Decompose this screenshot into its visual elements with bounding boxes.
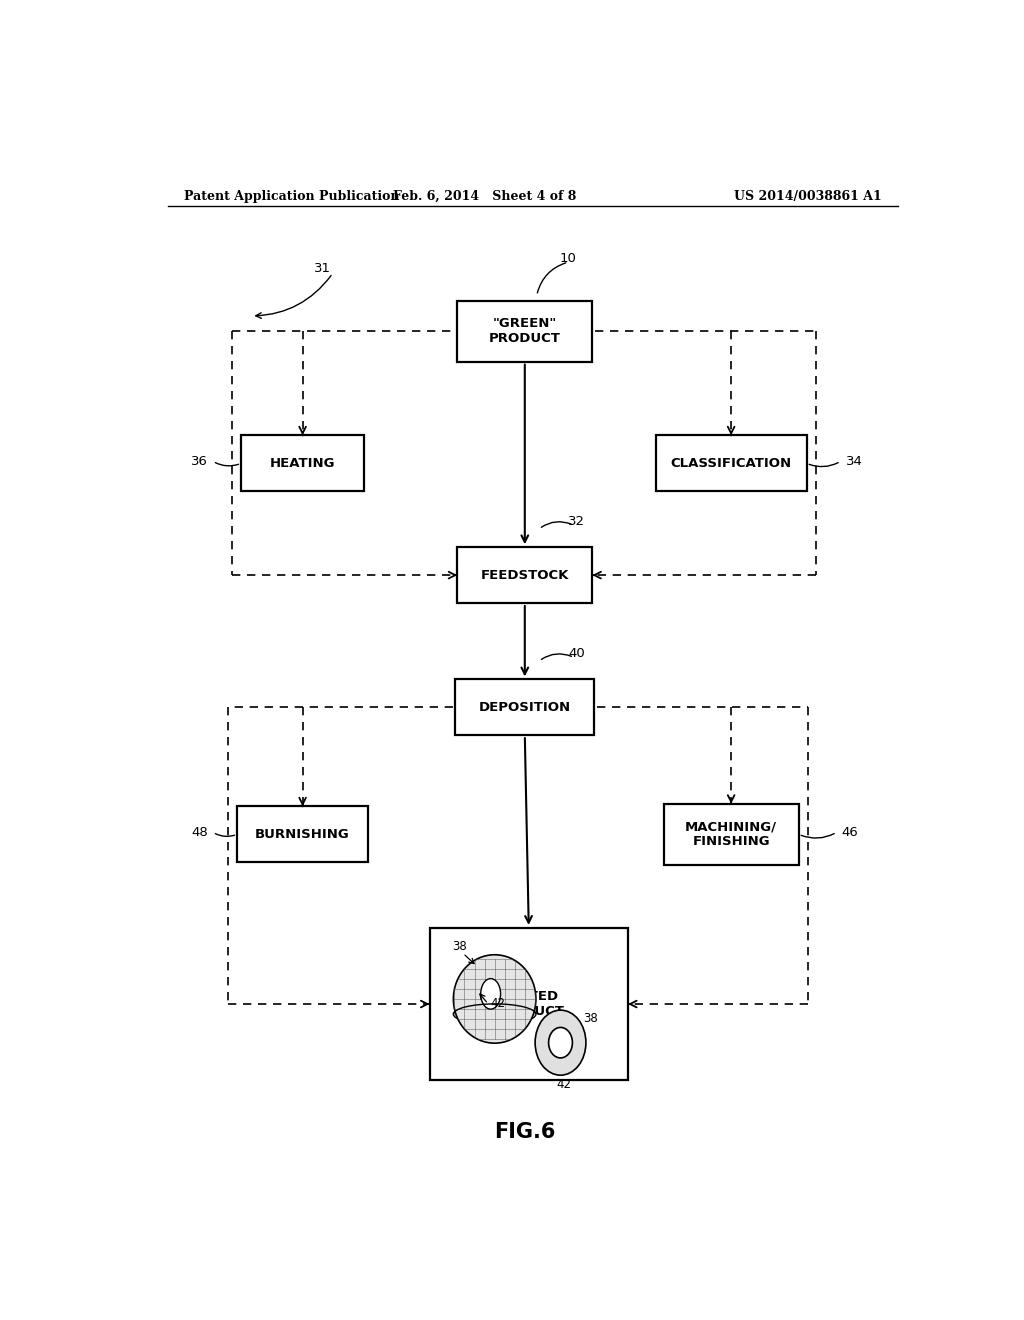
Bar: [456, 680, 594, 735]
Text: "GREEN"
PRODUCT: "GREEN" PRODUCT: [488, 317, 561, 346]
Bar: [241, 436, 365, 491]
Text: 31: 31: [314, 261, 331, 275]
Ellipse shape: [454, 1005, 536, 1024]
Text: 38: 38: [452, 940, 467, 953]
Text: 40: 40: [568, 647, 585, 660]
Text: Feb. 6, 2014   Sheet 4 of 8: Feb. 6, 2014 Sheet 4 of 8: [393, 190, 577, 202]
Circle shape: [549, 1027, 572, 1057]
Text: 46: 46: [842, 826, 858, 838]
Text: 42: 42: [490, 997, 506, 1010]
Text: COATED
PRODUCT: COATED PRODUCT: [493, 990, 564, 1018]
Text: CLASSIFICATION: CLASSIFICATION: [671, 457, 792, 470]
Ellipse shape: [454, 954, 536, 1043]
Text: BURNISHING: BURNISHING: [255, 828, 350, 841]
Text: DEPOSITION: DEPOSITION: [479, 701, 570, 714]
Text: US 2014/0038861 A1: US 2014/0038861 A1: [734, 190, 882, 202]
Text: FEEDSTOCK: FEEDSTOCK: [480, 569, 569, 582]
Ellipse shape: [480, 978, 501, 1008]
Text: FIG.6: FIG.6: [495, 1122, 555, 1142]
Text: 48: 48: [191, 826, 208, 838]
Text: HEATING: HEATING: [270, 457, 335, 470]
Bar: [458, 301, 592, 362]
Text: Patent Application Publication: Patent Application Publication: [183, 190, 399, 202]
Text: 34: 34: [846, 455, 862, 467]
Text: 32: 32: [568, 515, 585, 528]
Bar: [238, 807, 368, 862]
Bar: [430, 928, 628, 1080]
Bar: [664, 804, 799, 865]
Bar: [458, 548, 592, 603]
Text: 42: 42: [557, 1078, 571, 1092]
Text: 38: 38: [583, 1012, 597, 1026]
Circle shape: [536, 1010, 586, 1076]
Text: MACHINING/
FINISHING: MACHINING/ FINISHING: [685, 820, 777, 849]
Bar: [655, 436, 807, 491]
Text: 36: 36: [191, 455, 208, 467]
Text: 10: 10: [560, 252, 577, 264]
